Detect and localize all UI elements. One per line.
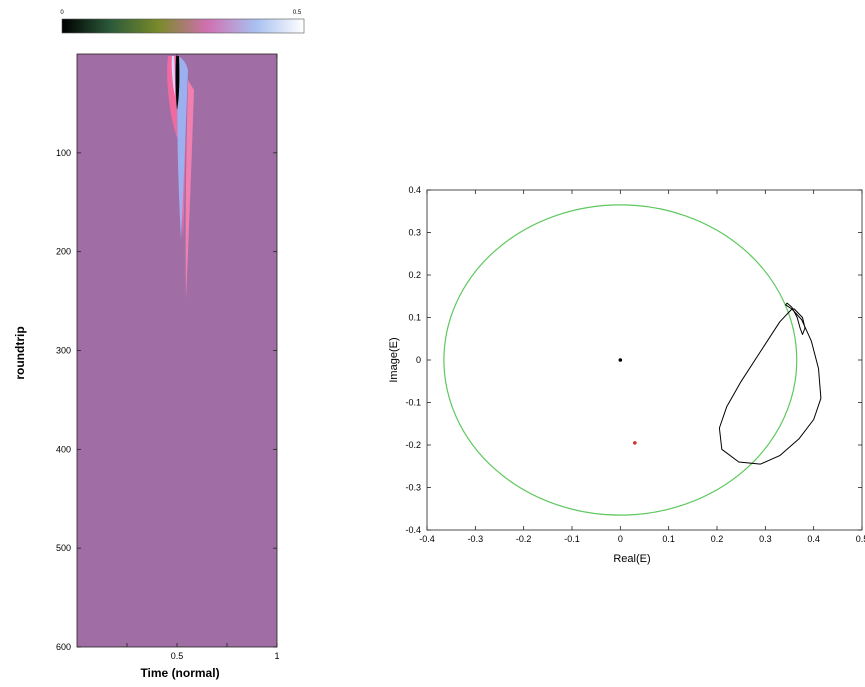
colorbar: 0 0.5 [60,10,305,34]
phase-y-tick-label: 0 [416,355,421,365]
phase-y-tick-label: 0.4 [408,185,421,195]
heatmap-y-tick-label: 200 [56,247,71,257]
heatmap-y-tick-label: 400 [56,444,71,454]
heatmap-y-tick-label: 100 [56,148,71,158]
streak-blue [177,56,188,240]
phase-y-tick-label: -0.4 [405,525,421,535]
phase-x-tick-label: -0.2 [516,534,532,544]
heatmap-y-tick-label: 500 [56,543,71,553]
colorbar-bar [61,18,305,34]
phase-xlabel: Real(E) [613,553,650,565]
phase-x-tick-label: 0.5 [856,534,865,544]
phase-x-tick-label: -0.4 [419,534,435,544]
heatmap-ylabel: roundtrip [13,326,27,379]
phase-y-tick-label: 0.1 [408,313,421,323]
heatmap-x-tick-label: 1 [274,651,279,661]
streak-black [175,56,180,110]
phase-x-tick-label: 0.1 [662,534,675,544]
phase-x-tick-label: -0.1 [564,534,580,544]
heatmap-y-tick-label: 300 [56,346,71,356]
heatmap-panel: 0.5 1 100 200 300 400 500 600 Time (normal) rou… [13,53,280,680]
heatmap-y-tick-label: 600 [56,642,71,652]
phase-x-tick-label: 0.2 [711,534,724,544]
streak-pink-long [185,80,194,300]
heatmap-xlabel: Time (normal) [140,666,219,680]
heatmap-ticks: 0.5 1 100 200 300 400 500 600 [56,54,280,661]
phase-y-tick-label: -0.2 [405,440,421,450]
phase-x-tick-label: 0.3 [759,534,772,544]
green-circle [443,204,798,516]
phase-y-tick-label: 0.2 [408,270,421,280]
phase-panel: -0.4 -0.3 -0.2 -0.1 0 0.1 0.2 0.3 0.4 0.5 0.4 0.3 0.… [388,185,865,565]
phase-point [618,358,623,362]
heatmap-streaks [167,56,194,300]
phase-ylabel: Image(E) [388,337,400,382]
phase-x-tick-label: 0.4 [807,534,820,544]
colorbar-min-label: 0 [60,10,64,16]
trajectory-line [718,302,822,465]
phase-point [633,441,637,445]
phase-y-tick-label: 0.3 [408,228,421,238]
phase-x-tick-label: -0.3 [468,534,484,544]
phase-x-tick-label: 0 [618,534,623,544]
heatmap-background [77,54,277,647]
streak-white [171,56,175,96]
phase-points [618,358,637,445]
phase-ticks: -0.4 -0.3 -0.2 -0.1 0 0.1 0.2 0.3 0.4 0.5 0.4 0.3 0.… [405,185,865,544]
phase-y-tick-label: -0.1 [405,398,421,408]
phase-y-tick-label: -0.3 [405,483,421,493]
heatmap-x-tick-label: 0.5 [171,651,184,661]
colorbar-max-label: 0.5 [293,10,302,16]
